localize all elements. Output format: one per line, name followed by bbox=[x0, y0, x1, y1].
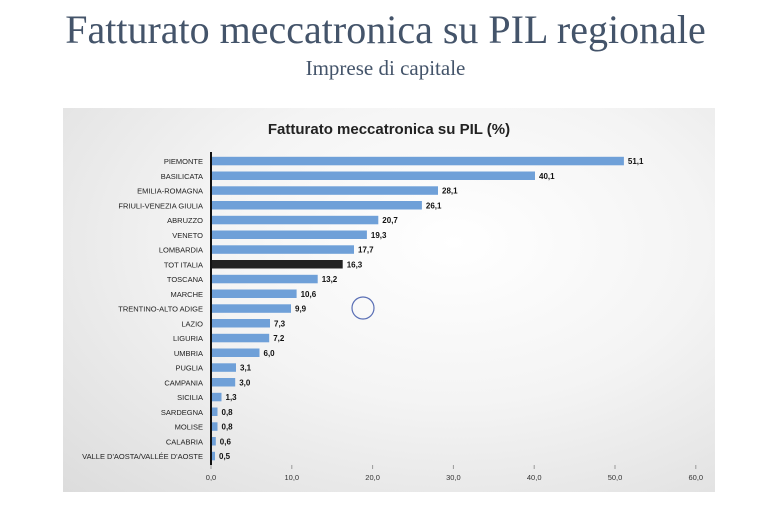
bar-chart: Fatturato meccatronica su PIL (%) PIEMON… bbox=[82, 121, 703, 482]
x-tick-label: 20,0 bbox=[365, 473, 380, 482]
value-label: 28,1 bbox=[442, 187, 458, 196]
chart-title: Fatturato meccatronica su PIL (%) bbox=[268, 121, 510, 138]
bar bbox=[211, 378, 236, 387]
bar bbox=[211, 156, 624, 166]
category-label: LIGURIA bbox=[173, 334, 203, 343]
category-label: VENETO bbox=[172, 231, 203, 240]
x-tick-label: 50,0 bbox=[608, 473, 623, 482]
value-label: 26,1 bbox=[426, 201, 442, 210]
bar bbox=[211, 333, 270, 343]
category-label: CALABRIA bbox=[166, 437, 203, 446]
x-tick-label: 0,0 bbox=[206, 473, 216, 482]
bar bbox=[211, 422, 218, 431]
value-label: 7,3 bbox=[274, 319, 286, 328]
bar bbox=[211, 215, 379, 225]
bar bbox=[211, 451, 215, 461]
bar bbox=[211, 201, 422, 210]
bar bbox=[211, 348, 260, 357]
bar bbox=[211, 363, 236, 372]
value-label: 3,0 bbox=[239, 378, 251, 387]
bar bbox=[211, 304, 291, 313]
value-label: 3,1 bbox=[240, 364, 252, 373]
category-label: ABRUZZO bbox=[167, 216, 203, 225]
value-label: 51,1 bbox=[628, 157, 644, 166]
value-label: 6,0 bbox=[264, 349, 276, 358]
value-label: 7,2 bbox=[273, 334, 285, 343]
x-tick-label: 60,0 bbox=[688, 473, 703, 482]
value-label: 10,6 bbox=[301, 290, 317, 299]
bar bbox=[211, 274, 318, 284]
bar bbox=[211, 319, 270, 328]
category-label: TRENTINO-ALTO ADIGE bbox=[118, 305, 203, 314]
value-label: 1,3 bbox=[226, 393, 238, 402]
category-label: EMILIA-ROMAGNA bbox=[137, 187, 203, 196]
value-label: 40,1 bbox=[539, 172, 555, 181]
category-label: UMBRIA bbox=[174, 349, 203, 358]
category-label: LAZIO bbox=[181, 319, 203, 328]
category-label: FRIULI-VENEZIA GIULIA bbox=[118, 201, 203, 210]
bar bbox=[211, 171, 535, 180]
category-label: TOSCANA bbox=[167, 275, 203, 284]
value-label: 0,8 bbox=[222, 408, 234, 417]
bar bbox=[211, 407, 218, 416]
value-label: 0,5 bbox=[219, 452, 231, 461]
value-label: 13,2 bbox=[322, 275, 338, 284]
value-label: 0,8 bbox=[222, 423, 234, 432]
value-label: 17,7 bbox=[358, 246, 374, 255]
category-label: SICILIA bbox=[177, 393, 203, 402]
value-label: 0,6 bbox=[220, 437, 232, 446]
value-label: 20,7 bbox=[382, 216, 398, 225]
bar bbox=[211, 230, 367, 239]
category-label: SARDEGNA bbox=[161, 408, 203, 417]
category-label: PIEMONTE bbox=[164, 157, 203, 166]
value-label: 16,3 bbox=[347, 260, 363, 269]
bar bbox=[211, 186, 438, 195]
category-label: MOLISE bbox=[175, 423, 203, 432]
category-label: CAMPANIA bbox=[164, 378, 203, 387]
slide-title: Fatturato meccatronica su PIL regionale bbox=[65, 7, 706, 52]
category-label: PUGLIA bbox=[175, 364, 203, 373]
category-label: BASILICATA bbox=[161, 172, 203, 181]
bar bbox=[211, 245, 354, 254]
bar bbox=[211, 437, 216, 446]
bar bbox=[211, 392, 222, 402]
value-label: 9,9 bbox=[295, 305, 307, 314]
category-label: MARCHE bbox=[170, 290, 203, 299]
highlight-bar bbox=[211, 260, 343, 269]
category-label: VALLE D'AOSTA/VALLÉE D'AOSTE bbox=[82, 452, 203, 461]
x-tick-label: 40,0 bbox=[527, 473, 542, 482]
slide-subtitle: Imprese di capitale bbox=[305, 56, 466, 80]
category-label: LOMBARDIA bbox=[159, 246, 203, 255]
bar bbox=[211, 289, 297, 298]
x-tick-label: 30,0 bbox=[446, 473, 461, 482]
cursor-ring bbox=[351, 296, 375, 320]
category-label: TOT ITALIA bbox=[164, 260, 203, 269]
x-tick-label: 10,0 bbox=[284, 473, 299, 482]
value-label: 19,3 bbox=[371, 231, 387, 240]
chart-panel: Fatturato meccatronica su PIL (%) PIEMON… bbox=[63, 108, 715, 492]
